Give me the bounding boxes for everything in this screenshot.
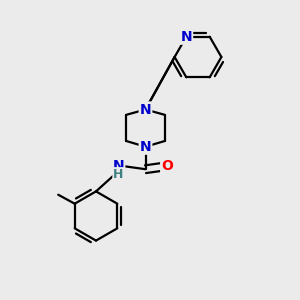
Text: N: N [181,30,192,44]
Text: N: N [140,140,151,154]
Text: N: N [140,103,151,116]
Text: N: N [113,159,124,173]
Text: H: H [113,168,124,181]
Text: O: O [161,159,173,173]
